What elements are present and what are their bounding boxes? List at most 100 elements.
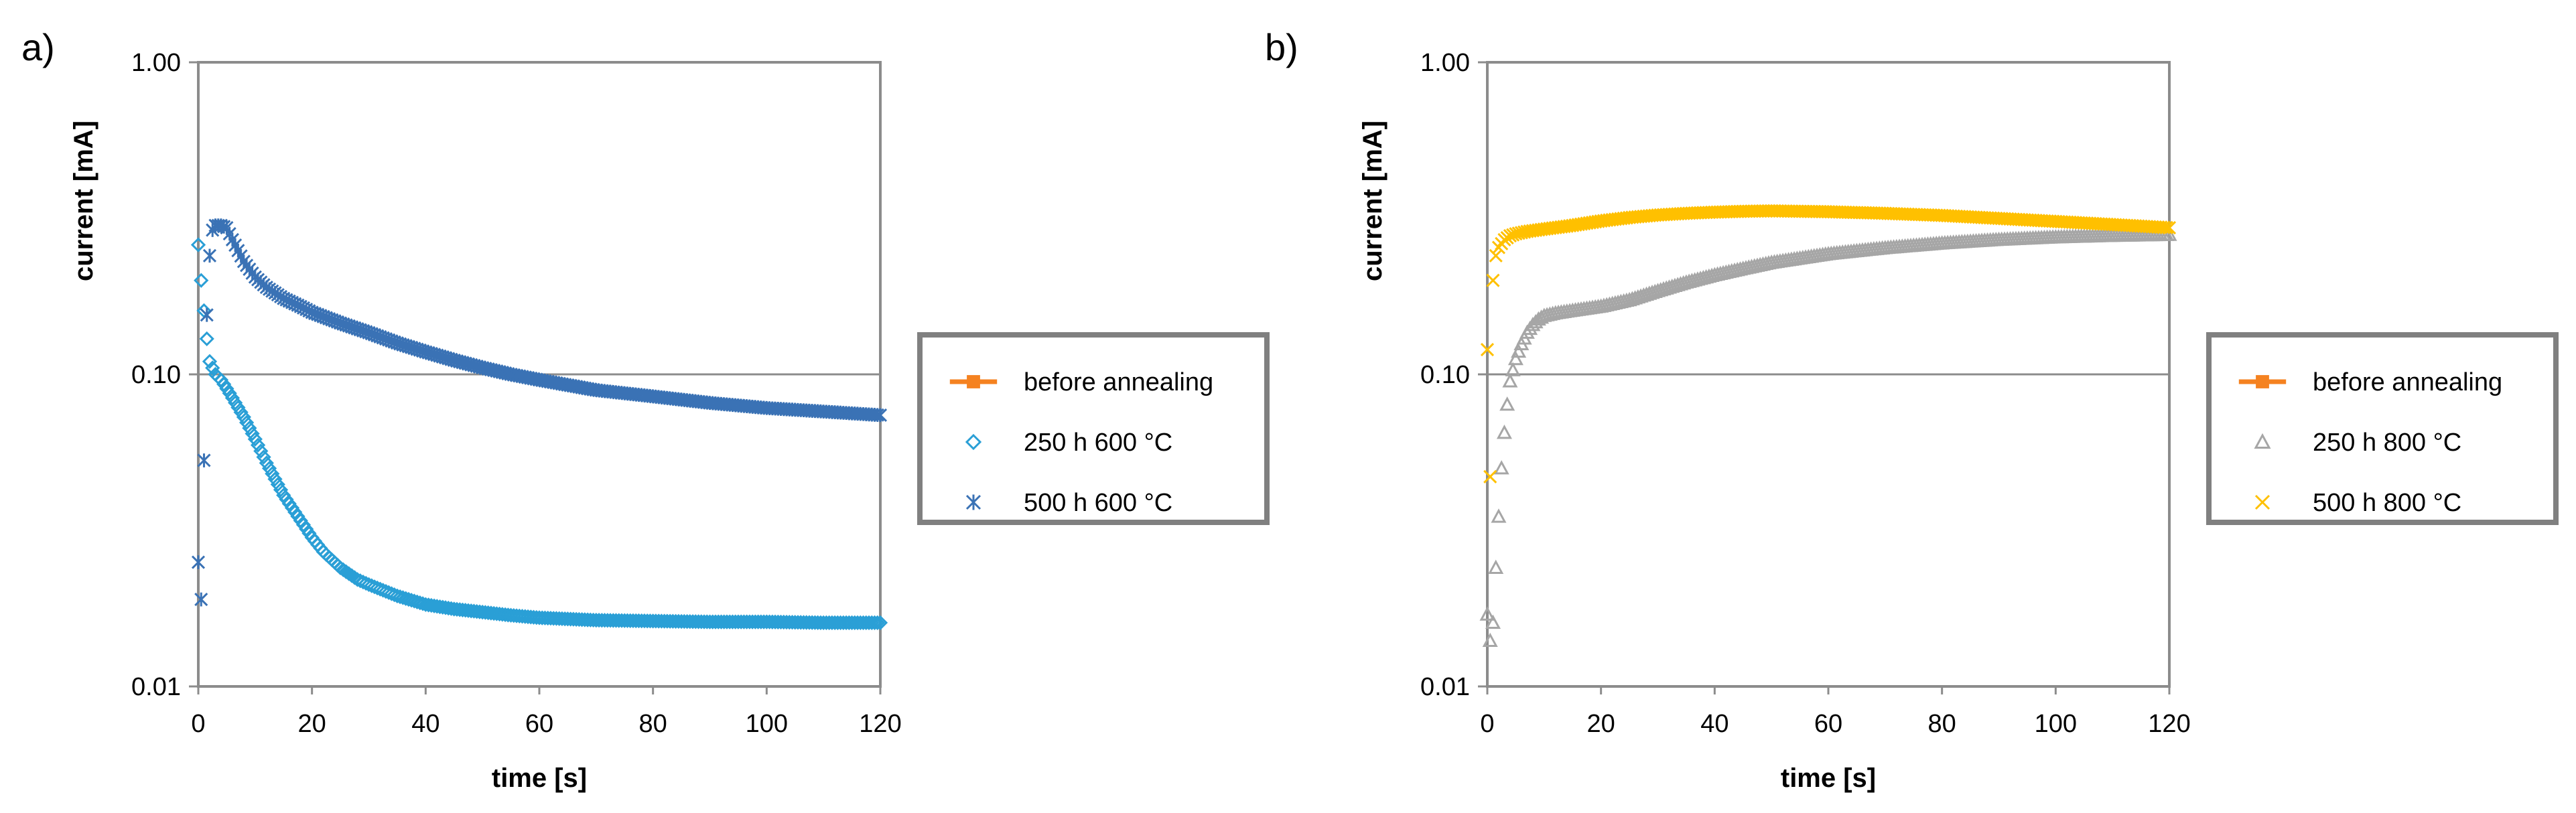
- y-tick-label: 0.10: [1420, 361, 1470, 389]
- x-axis-title: time [s]: [1781, 763, 1876, 793]
- data-point: [1485, 614, 1501, 630]
- data-point: [429, 599, 445, 614]
- data-point: [423, 597, 439, 613]
- data-point: [253, 443, 269, 459]
- data-point: [441, 600, 456, 616]
- data-point: [435, 599, 450, 615]
- y-axis-title: current [mA]: [69, 121, 98, 281]
- x-tick-label: 40: [1700, 710, 1728, 738]
- legend-marker: [2254, 433, 2271, 449]
- legend-label: 500 h 600 °C: [1024, 489, 1172, 517]
- x-tick-label: 80: [639, 710, 667, 738]
- data-point: [469, 604, 484, 619]
- data-point: [270, 477, 285, 492]
- panel-label: a): [21, 26, 55, 68]
- data-point: [242, 421, 257, 436]
- data-points: [190, 218, 888, 631]
- data-point: [475, 604, 490, 620]
- x-tick-label: 60: [1814, 710, 1842, 738]
- data-point: [191, 555, 206, 569]
- data-point: [219, 381, 234, 396]
- x-tick-label: 100: [746, 710, 788, 738]
- y-axis-title: current [mA]: [1358, 121, 1387, 281]
- x-tick-labels: 0 20 40 60 80 100 120: [1480, 710, 2190, 738]
- legend-item: 500 h 600 °C: [965, 489, 1172, 517]
- y-tick-label: 0.10: [131, 361, 181, 389]
- x-tick-label: 60: [525, 710, 553, 738]
- legend-box: [917, 332, 1270, 525]
- data-point: [870, 615, 885, 631]
- legend-items: before annealing 250 h 800 °C 500 h 800 °C: [2238, 368, 2502, 517]
- legend-label: before annealing: [1024, 368, 1213, 396]
- y-tick-label: 0.01: [131, 673, 181, 701]
- legend: before annealing 250 h 800 °C 500 h 800 °C: [2206, 332, 2559, 525]
- legend-marker: [2238, 375, 2287, 388]
- x-tick-label: 80: [1928, 710, 1956, 738]
- panel-b: b) 0.01 0.10 1.00 0 20 40 60 80 100 120 time [s]…: [1265, 26, 2559, 793]
- legend-label: 250 h 800 °C: [2313, 429, 2461, 457]
- x-tick-label: 100: [2035, 710, 2077, 738]
- legend-item: 250 h 800 °C: [2254, 429, 2461, 457]
- data-point: [236, 409, 251, 425]
- data-point: [228, 395, 243, 411]
- data-point: [872, 615, 888, 631]
- data-point: [1488, 559, 1504, 574]
- panel-label: b): [1265, 26, 1298, 68]
- data-point: [233, 404, 249, 420]
- data-point: [259, 455, 274, 471]
- data-point: [437, 600, 454, 615]
- data-point: [1499, 396, 1515, 411]
- data-point: [250, 437, 266, 453]
- data-point: [486, 605, 502, 621]
- data-point: [444, 601, 459, 616]
- data-point: [213, 372, 229, 388]
- data-point: [1507, 350, 1523, 366]
- x-tick-label: 20: [1587, 710, 1615, 738]
- data-point: [245, 426, 260, 441]
- data-point: [194, 273, 209, 288]
- data-point: [478, 605, 493, 620]
- legend-marker: [965, 433, 982, 451]
- data-point: [867, 615, 882, 631]
- data-point: [2159, 220, 2173, 234]
- data-point: [267, 471, 283, 487]
- data-point: [870, 408, 884, 423]
- data-point: [224, 390, 241, 406]
- data-point: [1483, 469, 1497, 484]
- data-point: [489, 606, 504, 621]
- data-point: [247, 431, 263, 447]
- data-point: [1502, 373, 1518, 388]
- x-axis-title: time [s]: [492, 763, 587, 793]
- y-tick-label: 1.00: [131, 49, 181, 77]
- data-point: [200, 307, 214, 322]
- data-point: [1489, 248, 1503, 263]
- data-points: [1479, 204, 2177, 648]
- data-point: [1486, 273, 1500, 287]
- data-point: [483, 605, 499, 621]
- data-point: [1491, 508, 1507, 523]
- legend-marker: [949, 375, 998, 388]
- data-point: [2162, 221, 2177, 235]
- data-point: [432, 599, 448, 615]
- data-point: [1511, 343, 1527, 358]
- data-point: [472, 604, 488, 619]
- legend-item: 250 h 600 °C: [965, 429, 1172, 457]
- data-point: [480, 605, 496, 621]
- legend-item: before annealing: [949, 368, 1213, 396]
- data-point: [256, 449, 271, 465]
- y-tick-labels: 0.01 0.10 1.00: [1420, 49, 1470, 701]
- grid-lines: [1478, 61, 2171, 694]
- legend-marker: [2254, 494, 2270, 510]
- data-point: [222, 386, 237, 401]
- data-point: [230, 400, 246, 415]
- x-tick-labels: 0 20 40 60 80 100 120: [191, 710, 901, 738]
- data-point: [1482, 632, 1498, 648]
- data-point: [261, 461, 277, 476]
- legend-items: before annealing 250 h 600 °C 500 h 600 °C: [949, 368, 1213, 517]
- data-point: [216, 376, 232, 392]
- data-point: [873, 408, 888, 423]
- data-point: [492, 606, 507, 622]
- data-point: [190, 237, 206, 252]
- x-tick-label: 120: [2148, 710, 2190, 738]
